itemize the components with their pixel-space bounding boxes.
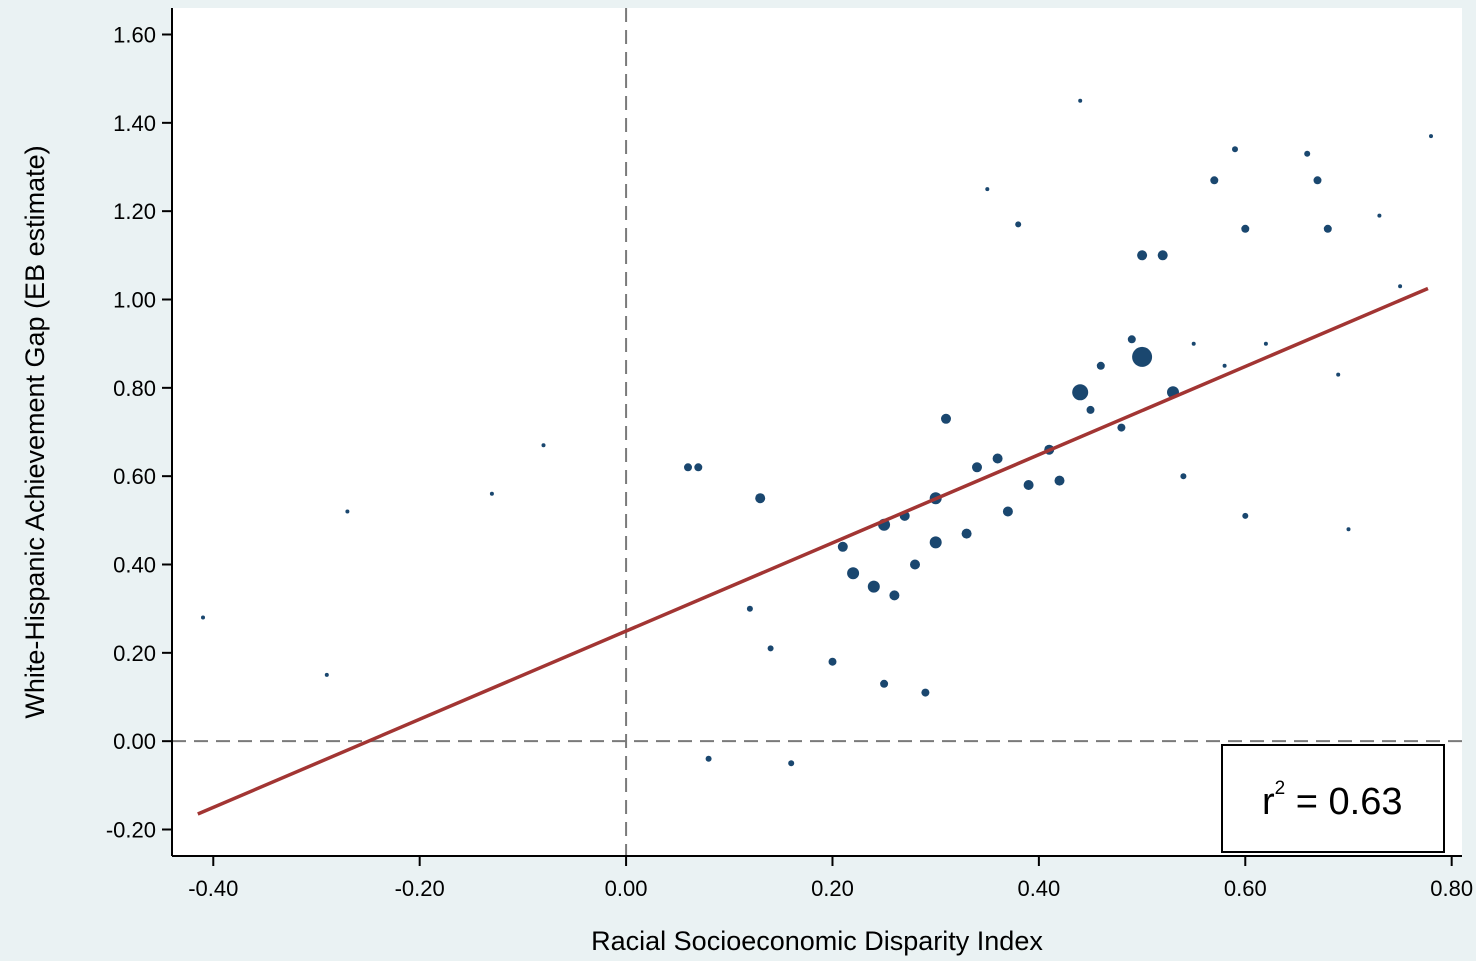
data-point	[1015, 221, 1022, 228]
x-tick-label: 0.00	[605, 876, 648, 901]
y-tick-label: 0.00	[113, 729, 156, 754]
plot-area	[172, 8, 1462, 856]
data-point	[828, 657, 837, 666]
data-point	[684, 463, 692, 472]
data-point	[1180, 473, 1187, 480]
y-tick-label: 1.20	[113, 199, 156, 224]
data-point	[941, 413, 951, 424]
x-tick-label: -0.40	[188, 876, 238, 901]
y-tick-label: 0.80	[113, 376, 156, 401]
y-tick-label: 0.60	[113, 464, 156, 489]
y-tick-label: 1.00	[113, 288, 156, 313]
annotation-box	[1221, 744, 1445, 853]
data-points	[201, 98, 1433, 767]
data-point	[541, 443, 546, 448]
data-point	[1086, 405, 1095, 414]
data-point	[910, 559, 920, 570]
data-point	[1304, 150, 1311, 157]
y-tick-label: 0.20	[113, 641, 156, 666]
y-tick-label: 1.40	[113, 111, 156, 136]
data-point	[1377, 213, 1382, 218]
annotation-prefix: r	[1262, 781, 1275, 823]
x-tick-label: -0.20	[395, 876, 445, 901]
axes: -0.40 -0.20 0.00 0.20 0.40 0.60 0.80 -0.20 0.00 0…	[106, 8, 1473, 901]
x-tick-label: 0.80	[1430, 876, 1473, 901]
data-point	[837, 541, 848, 552]
x-tick-label: 0.60	[1224, 876, 1267, 901]
y-tick-label: 0.40	[113, 553, 156, 578]
data-point	[201, 615, 205, 620]
data-point	[1002, 506, 1013, 517]
data-point	[847, 567, 860, 580]
fit-line	[197, 286, 1429, 816]
data-point	[1023, 480, 1034, 490]
x-axis-title: Racial Socioeconomic Disparity Index	[591, 926, 1043, 956]
data-point	[345, 509, 350, 514]
data-point	[992, 453, 1003, 464]
data-point	[767, 645, 774, 652]
data-point	[705, 755, 712, 762]
data-point	[746, 605, 753, 612]
data-point	[1242, 512, 1249, 519]
data-point	[1117, 423, 1126, 432]
data-point	[1054, 475, 1065, 486]
annotation-suffix: = 0.63	[1285, 781, 1402, 823]
data-point	[889, 590, 900, 601]
data-point	[1429, 134, 1433, 139]
fit-line-group	[197, 286, 1429, 816]
data-point	[1336, 372, 1341, 377]
reference-lines	[172, 8, 1462, 856]
data-point	[755, 493, 766, 504]
data-point	[1222, 363, 1227, 368]
data-point	[1137, 250, 1148, 261]
data-point	[1323, 224, 1332, 233]
data-point	[1263, 341, 1268, 346]
data-point	[929, 536, 942, 549]
data-point	[1132, 346, 1153, 367]
annotation-text: r2 = 0.63	[1262, 778, 1403, 823]
data-point	[1210, 176, 1219, 185]
data-point	[1157, 250, 1168, 261]
data-point	[880, 679, 889, 688]
x-tick-label: 0.20	[811, 876, 854, 901]
data-point	[489, 491, 494, 496]
data-point	[788, 760, 795, 767]
annotation-superscript: 2	[1275, 778, 1286, 799]
data-point	[972, 462, 982, 473]
data-point	[324, 672, 329, 677]
y-axis-title: White-Hispanic Achievement Gap (EB estim…	[20, 145, 50, 718]
x-tick-label: 0.40	[1017, 876, 1060, 901]
y-tick-label: -0.20	[106, 818, 156, 843]
data-point	[1096, 361, 1105, 370]
data-point	[961, 528, 972, 539]
data-point	[1313, 176, 1322, 185]
data-point	[1241, 224, 1250, 233]
y-tick-label: 1.60	[113, 23, 156, 48]
data-point	[921, 688, 930, 697]
r-squared-annotation: r2 = 0.63	[1221, 744, 1445, 853]
data-point	[867, 580, 880, 593]
data-point	[1232, 146, 1238, 153]
data-point	[1127, 335, 1136, 344]
data-point	[1072, 384, 1089, 401]
data-point	[1078, 98, 1083, 103]
data-point	[985, 187, 990, 192]
data-point	[1346, 527, 1351, 532]
data-point	[1191, 341, 1196, 346]
data-point	[1398, 284, 1403, 289]
data-point	[694, 463, 703, 472]
